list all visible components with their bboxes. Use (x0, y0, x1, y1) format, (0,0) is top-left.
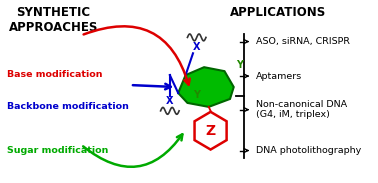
FancyArrowPatch shape (244, 40, 248, 44)
Polygon shape (178, 67, 234, 107)
FancyArrowPatch shape (244, 108, 248, 112)
Text: SYNTHETIC
APPROACHES: SYNTHETIC APPROACHES (9, 6, 98, 34)
Text: Backbone modification: Backbone modification (7, 102, 129, 111)
Text: Y: Y (236, 60, 243, 70)
FancyArrowPatch shape (244, 149, 248, 152)
Text: Aptamers: Aptamers (256, 72, 302, 81)
FancyArrowPatch shape (84, 26, 190, 85)
Text: Z: Z (206, 124, 215, 138)
Text: ASO, siRNA, CRISPR: ASO, siRNA, CRISPR (256, 37, 350, 46)
Text: Sugar modification: Sugar modification (7, 146, 108, 155)
Text: Y: Y (193, 90, 200, 100)
Text: X: X (193, 42, 200, 52)
Text: DNA photolithography: DNA photolithography (256, 146, 361, 155)
Text: Non-canonical DNA
(G4, iM, triplex): Non-canonical DNA (G4, iM, triplex) (256, 100, 347, 119)
FancyArrowPatch shape (83, 134, 183, 167)
Text: APPLICATIONS: APPLICATIONS (230, 6, 326, 19)
Text: Base modification: Base modification (7, 70, 102, 79)
FancyArrowPatch shape (133, 84, 171, 89)
Text: X: X (166, 96, 174, 106)
FancyArrowPatch shape (244, 74, 248, 78)
